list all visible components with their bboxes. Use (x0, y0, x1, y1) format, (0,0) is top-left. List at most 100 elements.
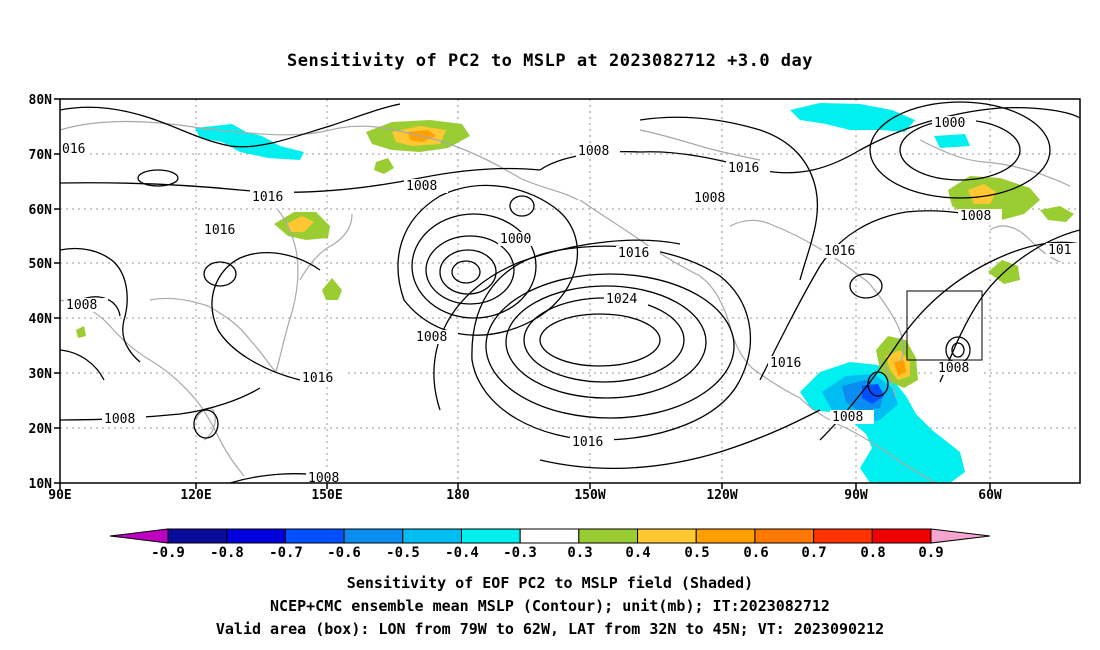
contour-label: 1000 (500, 232, 531, 247)
contour-labels: 016 1008 1016 1016 1008 1008 1016 1000 1… (60, 116, 1080, 483)
colorbar-tick-label: 0.4 (625, 545, 650, 561)
contour-label: 1008 (832, 410, 863, 425)
mslp-contours (60, 101, 1080, 483)
colorbar-segments (167, 528, 932, 544)
colorbar-tick-label: 0.9 (918, 545, 943, 561)
lon-label: 90W (844, 488, 868, 503)
lat-label: 60N (29, 203, 53, 218)
colorbar: -0.9 -0.8 -0.7 -0.6 -0.5 -0.4 -0.3 0.3 0… (109, 528, 991, 561)
colorbar-tick-label: -0.7 (269, 545, 303, 561)
coastlines (60, 120, 1071, 483)
contour-small-low (951, 342, 965, 358)
shade-positive-iceland (1040, 206, 1074, 222)
colorbar-segment (813, 528, 873, 544)
colorbar-tick-label: 0.8 (860, 545, 885, 561)
colorbar-tick-label: -0.3 (503, 545, 537, 561)
colorbar-segment (519, 528, 580, 544)
caption-shading: Sensitivity of EOF PC2 to MSLP field (Sh… (346, 574, 754, 592)
shade-positive-okhotsk-core (286, 216, 314, 232)
caption-contour: NCEP+CMC ensemble mean MSLP (Contour); u… (270, 597, 830, 615)
shade-positive-npacific-small (322, 278, 342, 300)
contour-low-ring (411, 213, 537, 319)
contour-label: 1000 (934, 116, 965, 131)
contour-label: 1008 (578, 144, 609, 159)
contour-isobar (60, 247, 141, 363)
colorbar-segment (343, 528, 404, 544)
contour-label: 1008 (416, 330, 447, 345)
lat-label: 40N (29, 312, 53, 327)
contour-small-low (203, 261, 237, 287)
contour-label: 1008 (66, 298, 97, 313)
contour-label: 016 (62, 142, 85, 157)
contour-isobar (60, 387, 261, 421)
contour-label: 1024 (606, 292, 637, 307)
lon-label: 180 (446, 488, 470, 503)
colorbar-segment (402, 528, 462, 544)
contour-isobar (759, 210, 1001, 381)
colorbar-segment (226, 528, 286, 544)
longitude-labels: 90E 120E 150E 180 150W 120W 90W 60W (48, 488, 1002, 503)
lat-label: 70N (29, 148, 53, 163)
contour-small-low (137, 169, 179, 187)
contour-high-ring (485, 273, 735, 419)
colorbar-segment (167, 528, 228, 544)
contour-label: 1016 (770, 356, 801, 371)
valid-area-box (906, 290, 983, 361)
contour-high-center (539, 313, 661, 367)
contour-small-low (849, 273, 883, 299)
contour-label: 1016 (302, 371, 333, 386)
contour-label: 1016 (618, 246, 649, 261)
colorbar-tick-labels: -0.9 -0.8 -0.7 -0.6 -0.5 -0.4 -0.3 0.3 0… (151, 545, 944, 561)
shade-positive-greenland-core (968, 184, 996, 204)
colorbar-segment (871, 528, 932, 544)
contour-label: 1008 (960, 209, 991, 224)
contour-high-ring (505, 285, 707, 399)
colorbar-tick-label: 0.3 (567, 545, 592, 561)
contour-isobar (397, 184, 579, 336)
latitude-labels: 80N 70N 60N 50N 40N 30N 20N 10N (29, 93, 53, 492)
lat-label: 50N (29, 257, 53, 272)
lon-label: 60W (978, 488, 1002, 503)
colorbar-tick-label: 0.6 (743, 545, 768, 561)
contour-label: 101 (1048, 243, 1071, 258)
colorbar-segment (695, 528, 756, 544)
colorbar-left-cap (109, 528, 169, 544)
caption-valid-area: Valid area (box): LON from 79W to 62W, L… (215, 620, 885, 638)
contour-isobar (539, 409, 821, 470)
contour-low-center (451, 260, 481, 284)
contour-low-ring (869, 101, 1051, 199)
lat-label: 30N (29, 367, 53, 382)
map-frame (59, 98, 1081, 484)
contour-label: 1008 (104, 412, 135, 427)
colorbar-segment (460, 528, 521, 544)
contour-small-low (509, 195, 535, 217)
contour-isobar (639, 116, 819, 281)
contour-isobar (60, 103, 401, 148)
lat-label: 10N (29, 477, 53, 492)
colorbar-tick-label: 0.5 (684, 545, 709, 561)
contour-label: 1016 (728, 161, 759, 176)
contour-label: 1016 (824, 244, 855, 259)
contour-isobar (539, 106, 1080, 174)
map-plot-area: 016 1008 1016 1016 1008 1008 1016 1000 1… (60, 99, 1080, 483)
contour-label: 1016 (572, 435, 603, 450)
lon-label: 150W (574, 488, 605, 503)
lat-label: 20N (29, 422, 53, 437)
lon-label: 150E (311, 488, 342, 503)
colorbar-segment (284, 528, 345, 544)
contour-label: 1008 (694, 191, 725, 206)
shade-negative-arctic-west (195, 124, 304, 160)
contour-small-low (193, 409, 219, 439)
contour-isobar (433, 239, 681, 411)
shade-negative-arctic-east-small (934, 134, 970, 148)
contour-isobar (819, 241, 1080, 441)
colorbar-tick-label: -0.9 (151, 545, 185, 561)
contour-isobar (60, 349, 105, 381)
colorbar-segment (637, 528, 697, 544)
shade-positive-siberia-small (374, 158, 394, 174)
colorbar-tick-label: 0.7 (801, 545, 826, 561)
colorbar-tick-label: -0.5 (386, 545, 420, 561)
axis-ticks (54, 98, 991, 489)
lat-label: 80N (29, 93, 53, 108)
